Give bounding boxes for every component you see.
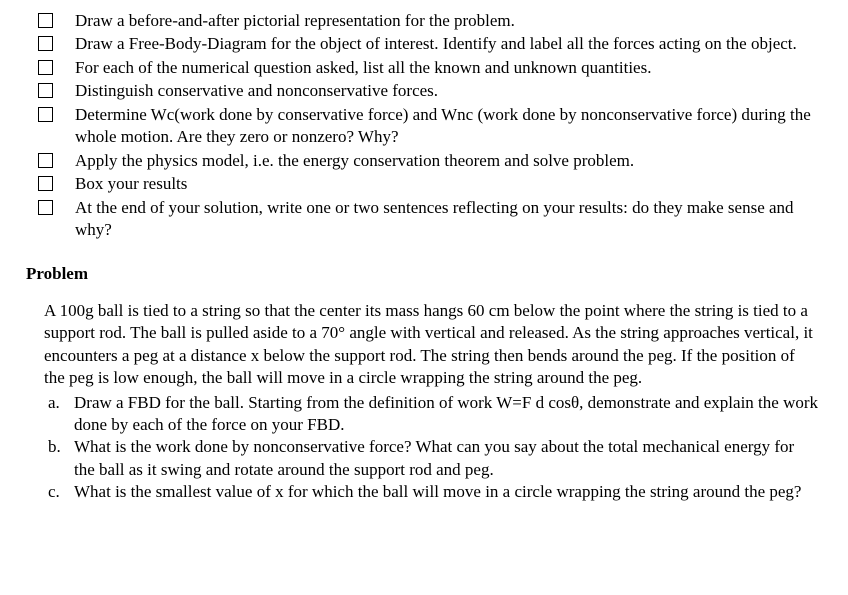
subpart-b: b. What is the work done by nonconservat… bbox=[44, 436, 818, 481]
checkbox-icon[interactable] bbox=[38, 200, 53, 215]
checklist-item: Apply the physics model, i.e. the energy… bbox=[38, 150, 828, 172]
subpart-text: Draw a FBD for the ball. Starting from t… bbox=[74, 392, 818, 437]
subpart-letter: a. bbox=[44, 392, 74, 414]
checklist-item: Distinguish conservative and nonconserva… bbox=[38, 80, 828, 102]
checklist-item: For each of the numerical question asked… bbox=[38, 57, 828, 79]
checklist-text: At the end of your solution, write one o… bbox=[75, 197, 828, 242]
checklist-text: For each of the numerical question asked… bbox=[75, 57, 828, 79]
checkbox-icon[interactable] bbox=[38, 36, 53, 51]
checklist-item: Box your results bbox=[38, 173, 828, 195]
checklist-item: Draw a before-and-after pictorial repres… bbox=[38, 10, 828, 32]
checklist-text: Distinguish conservative and nonconserva… bbox=[75, 80, 828, 102]
checkbox-icon[interactable] bbox=[38, 107, 53, 122]
subpart-a: a. Draw a FBD for the ball. Starting fro… bbox=[44, 392, 818, 437]
subpart-letter: b. bbox=[44, 436, 74, 458]
subpart-letter: c. bbox=[44, 481, 74, 503]
checklist-item: At the end of your solution, write one o… bbox=[38, 197, 828, 242]
checklist-text: Draw a Free-Body-Diagram for the object … bbox=[75, 33, 828, 55]
subparts: a. Draw a FBD for the ball. Starting fro… bbox=[44, 392, 818, 504]
checklist-text: Draw a before-and-after pictorial repres… bbox=[75, 10, 828, 32]
checklist-text: Apply the physics model, i.e. the energy… bbox=[75, 150, 828, 172]
checkbox-icon[interactable] bbox=[38, 153, 53, 168]
problem-statement: A 100g ball is tied to a string so that … bbox=[44, 300, 818, 390]
checklist-item: Draw a Free-Body-Diagram for the object … bbox=[38, 33, 828, 55]
checklist-text: Box your results bbox=[75, 173, 828, 195]
checklist-text: Determine Wc(work done by conservative f… bbox=[75, 104, 828, 149]
checklist-item: Determine Wc(work done by conservative f… bbox=[38, 104, 828, 149]
subpart-text: What is the work done by nonconservative… bbox=[74, 436, 818, 481]
subpart-text: What is the smallest value of x for whic… bbox=[74, 481, 818, 503]
problem-heading: Problem bbox=[26, 263, 828, 285]
checkbox-icon[interactable] bbox=[38, 13, 53, 28]
problem-body-section: A 100g ball is tied to a string so that … bbox=[44, 300, 818, 504]
checkbox-icon[interactable] bbox=[38, 83, 53, 98]
checkbox-icon[interactable] bbox=[38, 176, 53, 191]
checklist: Draw a before-and-after pictorial repres… bbox=[38, 10, 828, 241]
subpart-c: c. What is the smallest value of x for w… bbox=[44, 481, 818, 503]
checkbox-icon[interactable] bbox=[38, 60, 53, 75]
page: Draw a before-and-after pictorial repres… bbox=[0, 0, 848, 524]
